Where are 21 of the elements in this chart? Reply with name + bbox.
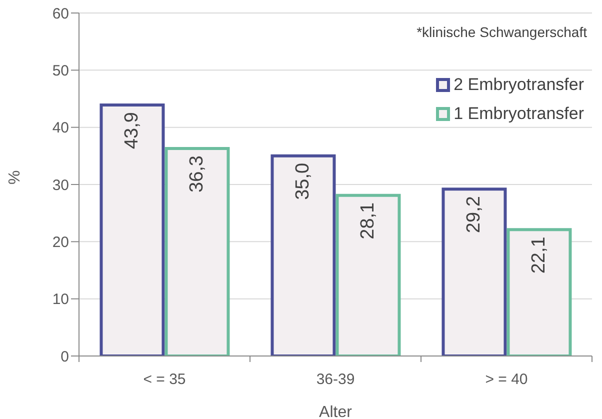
data-label: 28,1 xyxy=(358,202,379,240)
data-label: 36,3 xyxy=(186,155,208,192)
data-label: 29,2 xyxy=(464,196,485,234)
y-tick-label: 30 xyxy=(52,176,69,194)
annotation: *klinische Schwangerschaft xyxy=(416,24,587,40)
legend-label: 1 Embryotransfer xyxy=(454,103,584,125)
x-axis-title: Alter xyxy=(319,404,353,419)
y-tick-label: 50 xyxy=(52,62,69,80)
y-axis-title: % xyxy=(6,170,24,184)
y-tick-label: 60 xyxy=(52,5,69,22)
y-tick-label: 0 xyxy=(60,348,69,366)
data-label: 35,0 xyxy=(292,162,314,200)
x-tick-label: < = 35 xyxy=(143,371,186,388)
data-label: 22,1 xyxy=(528,236,550,274)
y-tick-label: 10 xyxy=(52,291,69,308)
x-tick-label: 36-39 xyxy=(316,371,355,388)
legend-label: 2 Embryotransfer xyxy=(454,74,584,96)
y-tick-label: 20 xyxy=(52,234,69,251)
x-tick-label: > = 40 xyxy=(485,371,528,388)
data-label: 43,9 xyxy=(122,112,143,150)
y-tick-label: 40 xyxy=(52,120,69,137)
